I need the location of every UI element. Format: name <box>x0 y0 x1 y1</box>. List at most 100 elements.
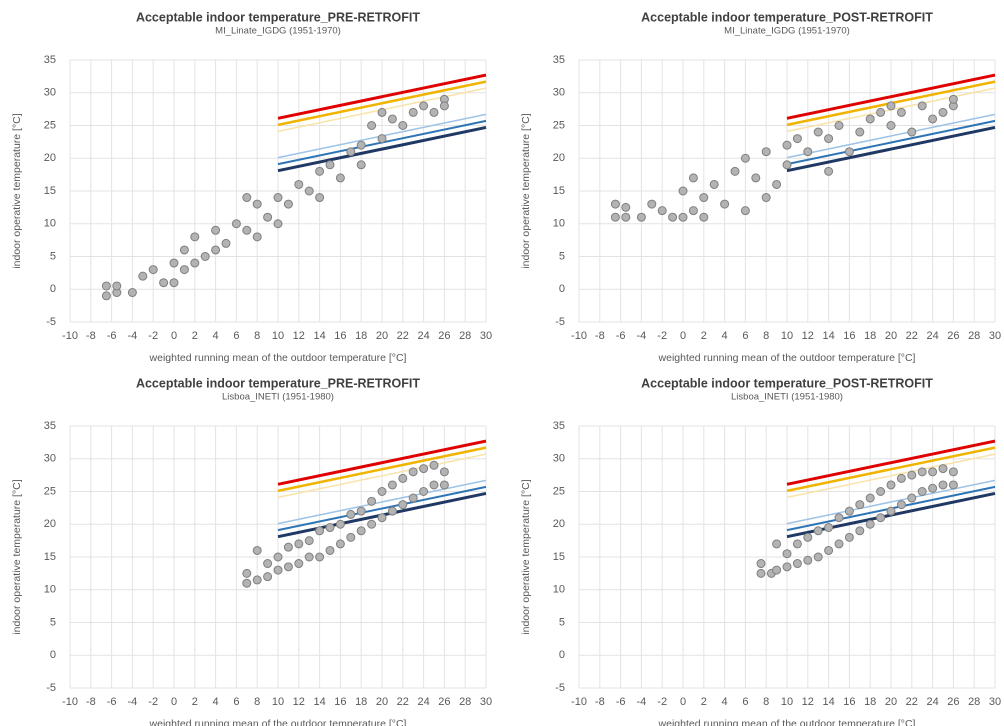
comfort-line <box>786 119 996 166</box>
y-tick-label: 20 <box>44 152 56 164</box>
data-point <box>824 134 834 144</box>
data-point <box>429 460 439 470</box>
data-point <box>709 179 719 189</box>
x-tick-label: 20 <box>376 330 388 342</box>
data-point <box>756 559 766 569</box>
comfort-line <box>786 446 996 493</box>
x-tick-label: -10 <box>571 696 587 708</box>
data-point <box>636 212 646 222</box>
data-point <box>928 483 938 493</box>
data-point <box>419 487 429 496</box>
data-point <box>387 480 397 490</box>
y-tick-label: 5 <box>559 616 565 628</box>
data-point <box>813 526 823 536</box>
comfort-line <box>277 453 487 499</box>
data-point <box>938 464 948 474</box>
data-point <box>273 219 283 229</box>
data-point <box>263 572 273 582</box>
x-tick-label: -6 <box>107 696 117 708</box>
data-point <box>824 166 834 176</box>
x-tick-label: -8 <box>595 330 605 342</box>
x-tick-label: 14 <box>313 696 325 708</box>
data-point <box>169 278 179 288</box>
x-tick-label: 20 <box>885 696 897 708</box>
x-tick-label: -8 <box>595 696 605 708</box>
comfort-line <box>277 73 487 120</box>
x-tick-label: -2 <box>657 696 667 708</box>
x-tick-label: 30 <box>480 330 492 342</box>
data-point <box>813 127 823 137</box>
x-tick-label: 4 <box>722 696 728 708</box>
data-point <box>283 199 293 209</box>
data-point <box>876 513 886 523</box>
data-point <box>242 225 252 235</box>
x-tick-label: 22 <box>397 330 409 342</box>
x-tick-label: 10 <box>781 696 793 708</box>
x-tick-label: 26 <box>947 696 959 708</box>
data-point <box>803 555 813 565</box>
y-tick-label: 15 <box>44 551 56 563</box>
data-point <box>283 562 293 572</box>
data-point <box>928 114 938 124</box>
data-point <box>740 206 750 216</box>
comfort-line <box>277 479 487 525</box>
x-tick-label: 16 <box>334 696 346 708</box>
data-point <box>886 121 896 130</box>
x-tick-label: -10 <box>571 330 587 342</box>
y-axis-label: indoor operative temperature [°C] <box>11 113 23 268</box>
chart-subtitle: Lisboa_INETI (1951-1980) <box>222 392 334 403</box>
x-tick-label: 12 <box>293 696 305 708</box>
data-point <box>346 147 356 157</box>
data-point <box>367 519 377 529</box>
data-point <box>834 539 844 549</box>
x-tick-label: 14 <box>313 330 325 342</box>
data-point <box>294 559 304 569</box>
data-point <box>346 532 356 542</box>
data-point <box>834 121 844 130</box>
data-point <box>252 575 262 585</box>
data-point <box>761 147 771 157</box>
chart-title: Acceptable indoor temperature_POST-RETRO… <box>641 376 933 390</box>
x-tick-label: 0 <box>171 330 177 342</box>
data-point <box>294 539 304 549</box>
chart-subtitle: MI_Linate_IGDG (1951-1970) <box>724 26 850 37</box>
data-point <box>772 179 782 189</box>
data-point <box>678 186 688 196</box>
comfort-line <box>277 80 487 127</box>
data-point <box>211 245 221 255</box>
x-tick-label: 8 <box>254 330 260 342</box>
data-point <box>148 265 158 275</box>
data-point <box>398 473 408 483</box>
x-tick-label: 4 <box>213 696 219 708</box>
data-point <box>377 107 387 117</box>
x-axis-label: weighted running mean of the outdoor tem… <box>658 352 916 364</box>
x-tick-label: 22 <box>906 330 918 342</box>
x-tick-label: 16 <box>843 696 855 708</box>
x-tick-label: 2 <box>701 696 707 708</box>
x-tick-label: 22 <box>906 696 918 708</box>
y-tick-label: 0 <box>50 283 56 295</box>
data-point <box>756 568 766 578</box>
data-point <box>419 101 429 111</box>
data-point <box>252 545 262 555</box>
x-tick-label: 16 <box>843 330 855 342</box>
x-tick-label: -4 <box>128 696 138 708</box>
x-tick-label: 28 <box>968 330 980 342</box>
x-tick-label: 26 <box>438 330 450 342</box>
y-tick-label: 5 <box>559 250 565 262</box>
data-point <box>699 212 709 222</box>
chart-subtitle: Lisboa_INETI (1951-1980) <box>731 392 843 403</box>
data-point <box>657 206 667 216</box>
data-point <box>325 545 335 555</box>
data-point <box>356 140 366 150</box>
data-point <box>740 153 750 163</box>
y-tick-label: 15 <box>553 185 565 197</box>
data-point <box>792 559 802 569</box>
y-tick-label: 5 <box>50 250 56 262</box>
comfort-line <box>277 446 487 493</box>
y-tick-label: 5 <box>50 616 56 628</box>
data-point <box>907 470 917 480</box>
x-tick-label: -4 <box>128 330 138 342</box>
data-point <box>190 232 200 242</box>
